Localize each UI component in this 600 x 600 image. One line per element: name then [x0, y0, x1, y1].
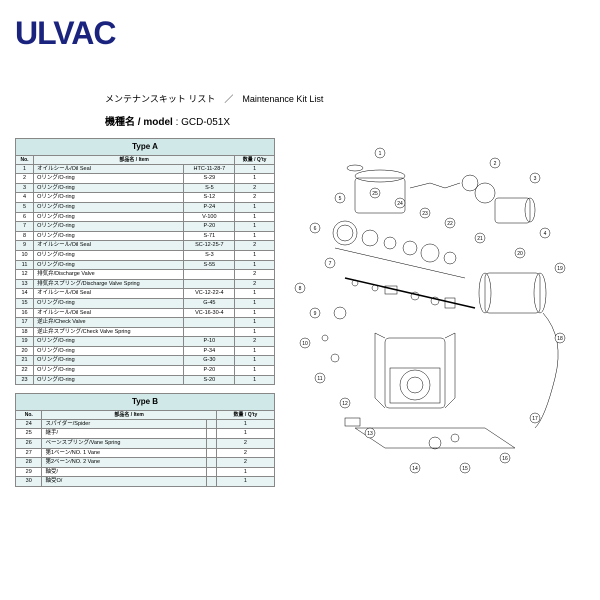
type-a-header: Type A — [16, 139, 275, 156]
table-row: 24スパイダー/Spider1 — [16, 419, 275, 429]
table-row: 5Oリング/O-ringP-241 — [16, 202, 275, 212]
table-row: 19Oリング/O-ringP-102 — [16, 337, 275, 347]
table-row: 20Oリング/O-ringP-341 — [16, 346, 275, 356]
svg-text:13: 13 — [367, 431, 373, 437]
table-row: 8Oリング/O-ringS-711 — [16, 231, 275, 241]
svg-text:19: 19 — [557, 266, 563, 272]
table-row: 4Oリング/O-ringS-122 — [16, 193, 275, 203]
svg-text:10: 10 — [302, 341, 308, 347]
svg-text:16: 16 — [502, 456, 508, 462]
table-row: 3Oリング/O-ringS-52 — [16, 183, 275, 193]
svg-text:6: 6 — [314, 226, 317, 232]
svg-text:9: 9 — [314, 311, 317, 317]
table-row: 12排気弁/Discharge Valve2 — [16, 270, 275, 280]
svg-text:14: 14 — [412, 466, 418, 472]
table-row: 29軸受/1 — [16, 467, 275, 477]
svg-text:24: 24 — [397, 201, 403, 207]
type-b-header: Type B — [16, 394, 275, 411]
table-row: 16オイルシール/Oil SealVC-16-30-41 — [16, 308, 275, 318]
svg-text:21: 21 — [477, 236, 483, 242]
brand-logo: ULVAC — [15, 15, 585, 52]
svg-text:15: 15 — [462, 466, 468, 472]
svg-text:3: 3 — [534, 176, 537, 182]
svg-text:17: 17 — [532, 416, 538, 422]
exploded-diagram: 1234567891011121314151617181920212223242… — [285, 138, 585, 523]
table-row: 11Oリング/O-ringS-551 — [16, 260, 275, 270]
table-column-header: No. 部品名 / Item 数量 / Q'ty — [16, 155, 275, 164]
svg-text:25: 25 — [372, 191, 378, 197]
table-row: 2Oリング/O-ringS-291 — [16, 174, 275, 184]
svg-text:22: 22 — [447, 221, 453, 227]
content-area: Type A No. 部品名 / Item 数量 / Q'ty 1オイルシール/… — [15, 138, 585, 523]
type-a-table: Type A No. 部品名 / Item 数量 / Q'ty 1オイルシール/… — [15, 138, 275, 385]
table-row: 23Oリング/O-ringS-201 — [16, 375, 275, 385]
table-row: 6Oリング/O-ringV-1001 — [16, 212, 275, 222]
svg-text:8: 8 — [299, 286, 302, 292]
diagram-svg: 1234567891011121314151617181920212223242… — [285, 138, 585, 518]
table-row: 26ベーンスプリング/Vane Spring2 — [16, 439, 275, 449]
svg-text:18: 18 — [557, 336, 563, 342]
table-row: 21Oリング/O-ringG-301 — [16, 356, 275, 366]
table-row: 27第1ベーン/NO. 1 Vane2 — [16, 448, 275, 458]
page-title: メンテナンスキット リスト ／ Maintenance Kit List — [105, 92, 585, 105]
table-row: 1オイルシール/Oil SealHTC-11-28-71 — [16, 164, 275, 174]
tables-panel: Type A No. 部品名 / Item 数量 / Q'ty 1オイルシール/… — [15, 138, 275, 523]
svg-text:7: 7 — [329, 261, 332, 267]
table-row: 30軸受O/1 — [16, 477, 275, 487]
table-row: 18逆止弁スプリング/Check Valve Spring1 — [16, 327, 275, 337]
type-b-table: Type B No. 部品名 / Item 数量 / Q'ty 24スパイダー/… — [15, 393, 275, 487]
svg-text:12: 12 — [342, 401, 348, 407]
model-row: 機種名 / model : GCD-051X — [105, 113, 585, 128]
svg-text:4: 4 — [544, 231, 547, 237]
model-value: : GCD-051X — [176, 117, 230, 128]
table-row: 15Oリング/O-ringG-451 — [16, 298, 275, 308]
model-label: 機種名 / model — [105, 117, 173, 128]
svg-text:1: 1 — [379, 151, 382, 157]
svg-text:20: 20 — [517, 251, 523, 257]
svg-text:11: 11 — [317, 376, 322, 382]
table-row: 13排気弁スプリング/Discharge Valve Spring2 — [16, 279, 275, 289]
table-row: 14オイルシール/Oil SealVC-12-22-41 — [16, 289, 275, 299]
table-row: 28第2ベーン/NO. 2 Vane2 — [16, 458, 275, 468]
svg-text:2: 2 — [494, 161, 497, 167]
table-row: 10Oリング/O-ringS-31 — [16, 250, 275, 260]
table-row: 17逆止弁/Check Valve1 — [16, 318, 275, 328]
table-column-header: No. 部品名 / Item 数量 / Q'ty — [16, 410, 275, 419]
table-row: 9オイルシール/Oil SealSC-12-25-72 — [16, 241, 275, 251]
svg-text:23: 23 — [422, 211, 428, 217]
svg-text:5: 5 — [339, 196, 342, 202]
table-row: 7Oリング/O-ringP-201 — [16, 222, 275, 232]
table-row: 25継手/1 — [16, 429, 275, 439]
table-row: 22Oリング/O-ringP-201 — [16, 366, 275, 376]
